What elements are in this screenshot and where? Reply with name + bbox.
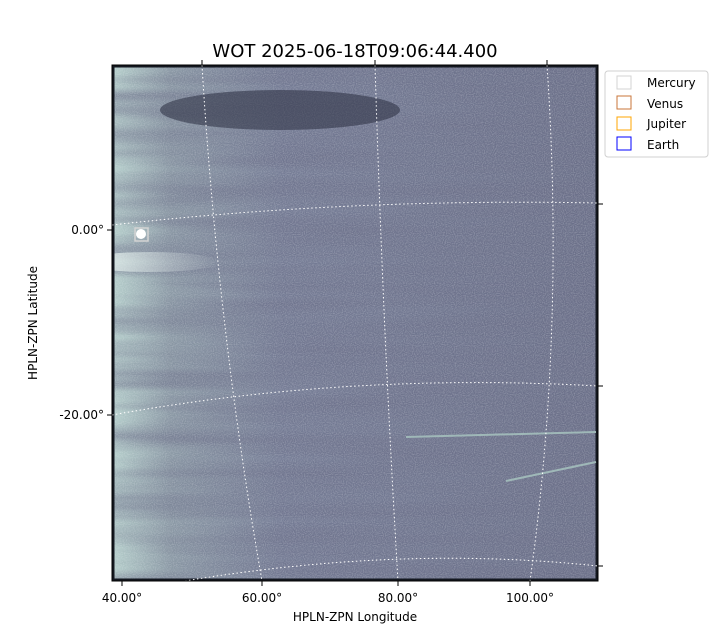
x-tick-label: 60.00° [242,591,282,605]
x-axis-label: HPLN-ZPN Longitude [293,610,417,624]
grid-lines [112,65,598,581]
x-tick-label: 100.00° [506,591,554,605]
x-ticks [107,60,603,586]
legend-swatch-earth [616,136,632,151]
legend-label: Venus [647,97,683,111]
image-plot [112,65,598,581]
x-tick-label: 80.00° [378,591,418,605]
legend-swatch-jupiter [616,116,632,131]
legend-label: Mercury [647,76,696,90]
y-tick-label: -20.00° [59,408,104,422]
legend-label: Earth [647,138,679,152]
legend-label: Jupiter [646,117,686,131]
axes-frame [111,64,599,582]
y-axis-label: HPLN-ZPN Latitude [26,266,40,380]
mercury-marker[interactable] [134,227,149,242]
y-tick-label: 0.00° [71,223,104,237]
x-tick-label: 40.00° [102,591,142,605]
legend-swatch-mercury [616,75,632,90]
legend: Mercury Venus Jupiter Earth [604,70,709,158]
chart-title: WOT 2025-06-18T09:06:44.400 [212,41,497,62]
legend-swatch-venus [616,95,632,110]
